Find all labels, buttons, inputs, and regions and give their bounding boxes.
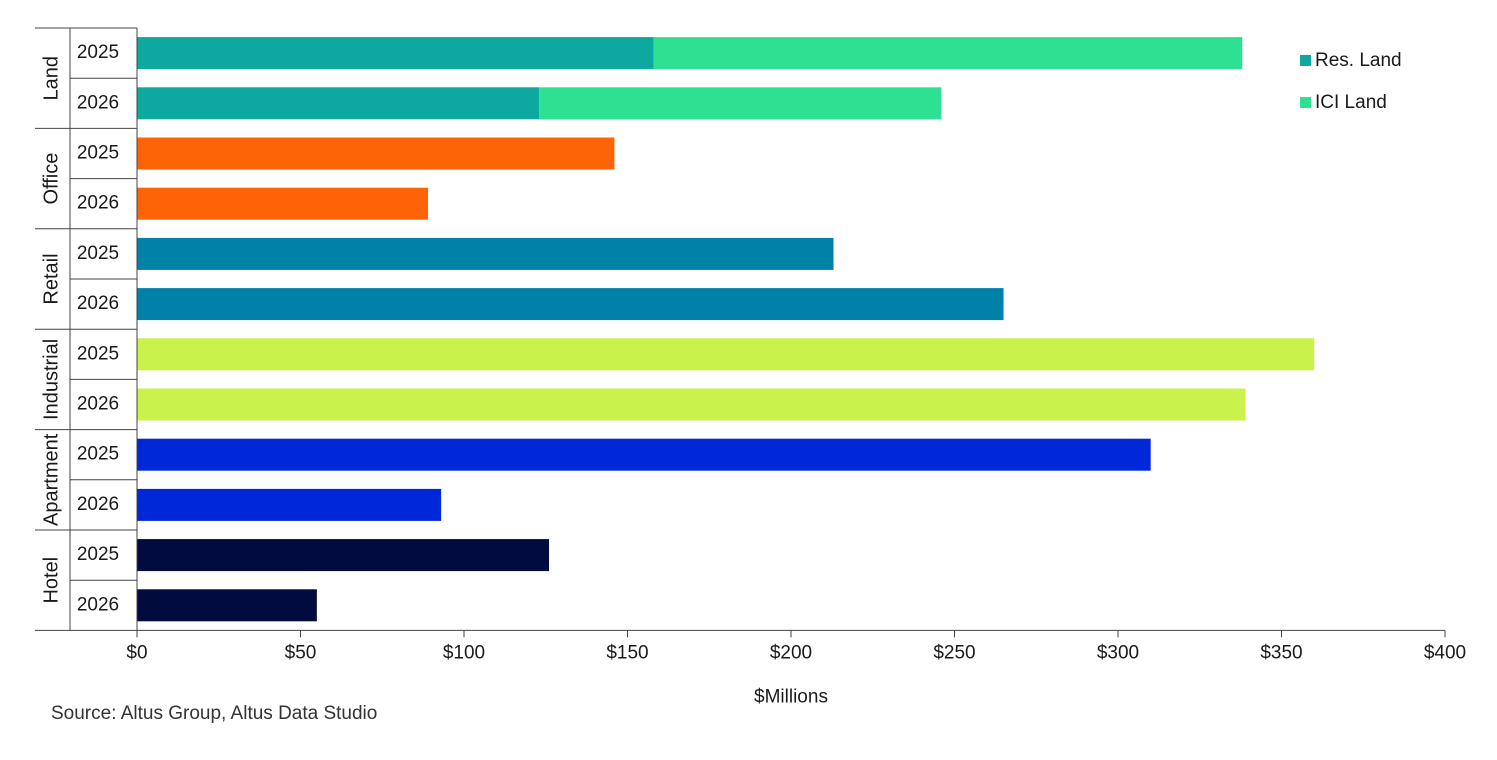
source-note: Source: Altus Group, Altus Data Studio (51, 703, 378, 724)
year-label: 2025 (77, 444, 119, 465)
bar-industrial-2025-industrial (137, 338, 1315, 371)
legend-label: Res. Land (1315, 50, 1402, 71)
year-label: 2026 (77, 92, 119, 113)
legend-swatch-res-land (1300, 55, 1311, 66)
x-tick-label: $50 (285, 642, 317, 663)
x-axis-title: $Millions (754, 686, 828, 707)
year-label: 2026 (77, 594, 119, 615)
bar-office-2026-office (137, 187, 429, 220)
year-label: 2026 (77, 394, 119, 415)
bar-office-2025-office (137, 137, 615, 170)
bar-land-2026-res-land (137, 87, 540, 120)
legend-swatch-ici-land (1300, 97, 1311, 108)
bar-hotel-2026-hotel (137, 589, 317, 622)
bar-industrial-2026-industrial (137, 388, 1246, 421)
group-label-hotel: Hotel (40, 557, 62, 604)
bar-retail-2025-retail (137, 237, 834, 270)
group-label-apartment: Apartment (40, 433, 62, 526)
x-tick-label: $0 (126, 642, 147, 663)
year-label: 2025 (77, 243, 119, 264)
year-label: 2025 (77, 544, 119, 565)
x-tick-label: $100 (443, 642, 485, 663)
bar-apartment-2026-apartment (137, 488, 442, 521)
x-tick-label: $150 (606, 642, 648, 663)
group-label-industrial: Industrial (40, 339, 62, 420)
bar-hotel-2025-hotel (137, 539, 550, 572)
bar-retail-2026-retail (137, 288, 1004, 321)
year-label: 2025 (77, 343, 119, 364)
bar-land-2025-ici-land (653, 37, 1243, 70)
year-label: 2025 (77, 42, 119, 63)
legend-label: ICI Land (1315, 92, 1387, 113)
group-label-retail: Retail (40, 253, 62, 304)
group-label-office: Office (40, 153, 62, 205)
group-label-land: Land (40, 56, 62, 101)
year-label: 2026 (77, 494, 119, 515)
x-tick-label: $400 (1424, 642, 1466, 663)
year-label: 2026 (77, 293, 119, 314)
year-label: 2026 (77, 193, 119, 214)
bar-land-2025-res-land (137, 37, 654, 70)
x-tick-label: $300 (1097, 642, 1139, 663)
x-tick-label: $250 (933, 642, 975, 663)
bar-apartment-2025-apartment (137, 438, 1151, 471)
x-tick-label: $200 (770, 642, 812, 663)
x-tick-label: $350 (1260, 642, 1302, 663)
bar-land-2026-ici-land (539, 87, 942, 120)
year-label: 2025 (77, 143, 119, 164)
